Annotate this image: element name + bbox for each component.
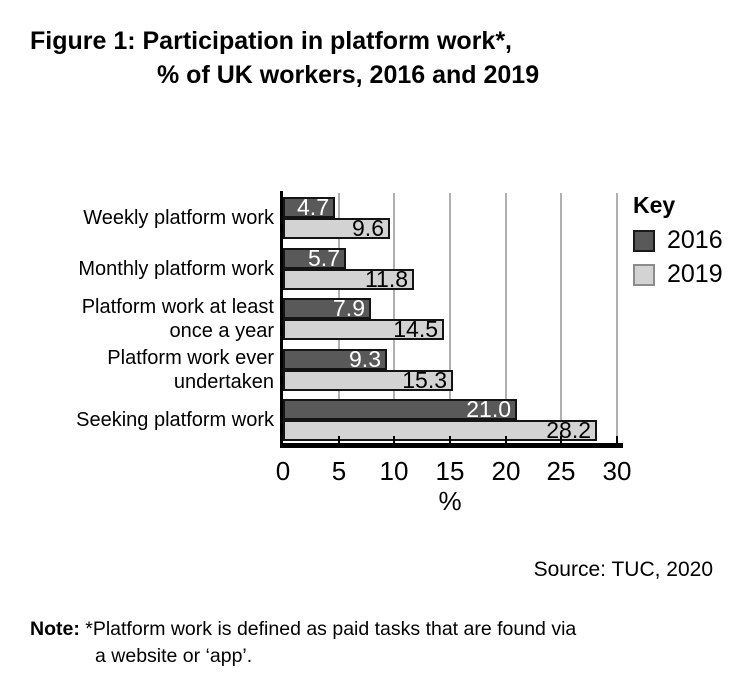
bar-value-label: 5.7 [308,245,340,271]
x-tick-label-10: 10 [379,456,409,486]
bar-2016-2: 5.7 [283,245,346,271]
bar-value-label: 14.5 [393,316,438,342]
x-tick-label-20: 20 [491,456,521,486]
bar-2019-2: 11.8 [283,266,414,292]
legend-label-2019: 2019 [667,260,723,288]
bar-value-label: 21.0 [466,396,511,422]
gridline-10 [393,193,395,443]
note-line1: Note: *Platform work is defined as paid … [30,616,576,643]
x-axis-title: % [438,486,462,516]
y-axis-line [280,191,283,448]
category-label-4: Platform work ever undertaken [107,347,274,393]
legend-swatch-2019 [633,263,655,286]
figure-title: Figure 1: Participation in platform work… [30,24,539,92]
legend-row-2019: 2019 [633,262,723,287]
plot-area: % 0 5 10 15 20 25 30 4.7 9.6 Weekly platform work… [76,191,631,516]
x-axis-line [280,443,623,448]
bar-2019-1: 9.6 [283,215,390,241]
x-tick-20 [505,436,507,443]
x-tick-15 [449,436,451,443]
legend-row-2016: 2016 [633,228,723,253]
x-tick-label-15: 15 [435,456,465,486]
x-tick-5 [338,436,340,443]
gridline-20 [505,193,507,443]
bar-value-label: 9.6 [352,215,384,241]
bar-2016-5: 21.0 [283,396,517,422]
legend-title: Key [633,192,676,218]
bar-2019-4: 15.3 [283,367,453,393]
x-tick-label-25: 25 [546,456,576,486]
legend: Key 2016 2019 [633,192,723,287]
bar-value-label: 4.7 [297,194,329,220]
category-label-1: Weekly platform work [83,207,274,229]
note: Note: *Platform work is defined as paid … [30,616,576,670]
bar-2016-4: 9.3 [283,346,387,372]
bar-2016-3: 7.9 [283,295,371,321]
figure-title-line2: % of UK workers, 2016 and 2019 [157,61,540,89]
category-label-5: Seeking platform work [76,409,274,431]
x-tick-label-30: 30 [602,456,632,486]
x-tick-label-0: 0 [275,456,291,486]
bar-value-label: 11.8 [364,266,408,292]
bar-value-label: 7.9 [333,295,365,321]
source-text: Source: TUC, 2020 [533,558,713,581]
note-text-line2: a website or ‘app’. [95,645,253,667]
bar-2016-1: 4.7 [283,194,335,220]
x-tick-label-5: 5 [331,456,347,486]
category-label-2: Monthly platform work [78,258,274,280]
x-tick-25 [560,436,562,443]
bar-value-label: 15.3 [402,367,447,393]
x-tick-10 [393,436,395,443]
legend-rows: 2016 2019 [633,228,723,287]
category-label-3: Platform work at least once a year [81,296,274,342]
note-label: Note: [30,618,80,640]
legend-label-2016: 2016 [667,226,723,254]
bar-value-label: 28.2 [546,417,591,443]
note-text-line1: *Platform work is defined as paid tasks … [79,618,577,640]
bar-value-label: 9.3 [349,346,381,372]
bar-2019-3: 14.5 [283,316,444,342]
gridline-25 [560,193,562,443]
gridline-15 [449,193,451,443]
x-tick-30 [616,436,618,443]
gridline-30 [616,193,618,443]
bar-2019-5: 28.2 [283,417,597,443]
legend-swatch-2016 [633,229,655,252]
figure-title-line1: Figure 1: Participation in platform work… [30,27,513,55]
